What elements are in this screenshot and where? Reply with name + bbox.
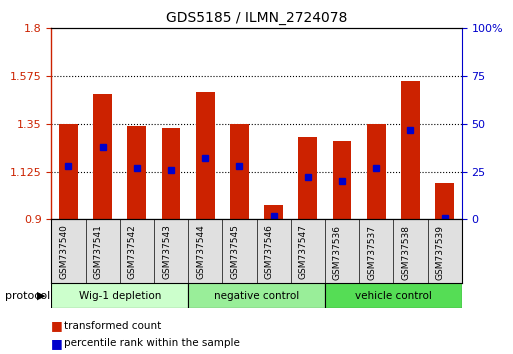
Text: GDS5185 / ILMN_2724078: GDS5185 / ILMN_2724078 <box>166 11 347 25</box>
Text: GSM737542: GSM737542 <box>128 224 137 279</box>
Text: GSM737536: GSM737536 <box>333 224 342 280</box>
Text: GSM737547: GSM737547 <box>299 224 308 279</box>
Text: negative control: negative control <box>214 291 299 301</box>
FancyBboxPatch shape <box>325 283 462 308</box>
Text: GSM737546: GSM737546 <box>265 224 273 279</box>
Text: ▶: ▶ <box>37 291 46 301</box>
Bar <box>196 92 214 219</box>
Text: Wig-1 depletion: Wig-1 depletion <box>78 291 161 301</box>
Text: GSM737545: GSM737545 <box>230 224 240 279</box>
FancyBboxPatch shape <box>188 283 325 308</box>
Bar <box>435 183 454 219</box>
Text: GSM737540: GSM737540 <box>60 224 68 279</box>
Text: transformed count: transformed count <box>64 321 162 331</box>
Bar <box>299 137 317 219</box>
Bar <box>401 81 420 219</box>
Text: ■: ■ <box>51 337 63 350</box>
Text: percentile rank within the sample: percentile rank within the sample <box>64 338 240 348</box>
Text: GSM737538: GSM737538 <box>401 224 410 280</box>
Text: GSM737541: GSM737541 <box>93 224 103 279</box>
Bar <box>264 205 283 219</box>
Bar <box>367 124 386 219</box>
Bar <box>93 94 112 219</box>
Text: GSM737537: GSM737537 <box>367 224 376 280</box>
Text: GSM737539: GSM737539 <box>436 224 445 280</box>
Text: GSM737543: GSM737543 <box>162 224 171 279</box>
Bar <box>332 141 351 219</box>
Text: vehicle control: vehicle control <box>355 291 432 301</box>
Text: ■: ■ <box>51 319 63 332</box>
FancyBboxPatch shape <box>51 283 188 308</box>
Bar <box>162 128 181 219</box>
Bar <box>230 124 249 219</box>
Bar <box>127 126 146 219</box>
Text: protocol: protocol <box>5 291 50 301</box>
Bar <box>59 124 78 219</box>
Text: GSM737544: GSM737544 <box>196 224 205 279</box>
